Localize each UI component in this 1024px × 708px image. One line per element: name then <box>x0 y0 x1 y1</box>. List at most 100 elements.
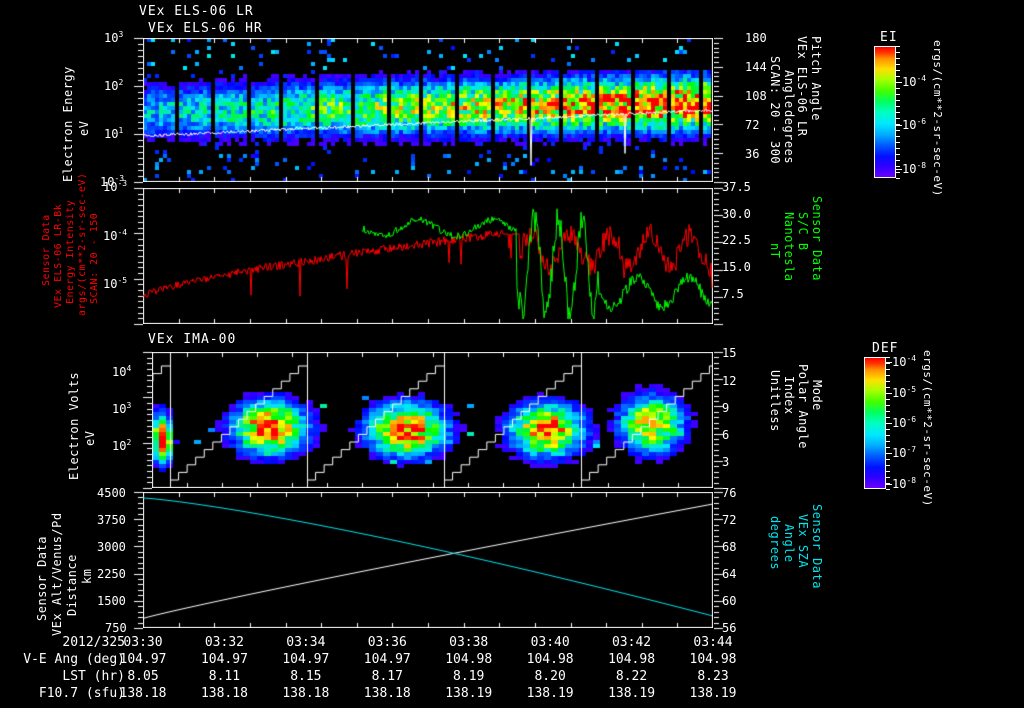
colorbar-def-minor-15 <box>886 447 890 448</box>
panel4-ytick-3000: 3000 <box>97 540 126 554</box>
panel3-left-axis-label-2: eV <box>83 430 97 446</box>
colorbar-def-minor-16 <box>886 453 890 454</box>
info-row-label-0: 2012/325 <box>62 635 125 650</box>
panel2-right-axis-label-3: Nanotesla <box>782 212 796 282</box>
info-cell-r3-c4: 138.19 <box>445 686 493 701</box>
panel1-ytick-10: 101 <box>104 126 124 141</box>
info-cell-r2-c5: 8.20 <box>534 669 566 684</box>
panel2-rtick-75: 7.5 <box>722 287 744 301</box>
panel3-left-axis-label-1: Electron Volts <box>67 371 81 480</box>
colorbar-ei-minor-4 <box>896 70 900 71</box>
panel1-left-axis-label-1: Electron Energy <box>61 66 75 182</box>
panel4-rtick-68: 68 <box>722 540 737 554</box>
panel4-left-axis-label-3: Distance <box>65 554 79 616</box>
panel2-rtick-225: 22.5 <box>722 233 751 247</box>
info-cell-r1-c5: 104.98 <box>526 652 574 667</box>
panel3-ytick-10000: 104 <box>112 364 132 379</box>
colorbar-ei-tick-2: 10-8 <box>902 161 927 176</box>
info-cell-r1-c2: 104.97 <box>282 652 330 667</box>
panel1-rtick-72: 72 <box>745 118 760 132</box>
colorbar-ei-minor-19 <box>896 160 900 161</box>
panel1-left-axis-label-2: eV <box>77 120 91 136</box>
info-cell-r1-c1: 104.97 <box>200 652 248 667</box>
info-cell-r3-c7: 138.19 <box>689 686 737 701</box>
colorbar-def-minor-13 <box>886 435 890 436</box>
info-row-label-1: V-E Ang (deg) <box>23 652 125 667</box>
colorbar-ei-minor-5 <box>896 76 900 77</box>
panel3-plot-area[interactable] <box>140 351 728 501</box>
info-cell-r2-c3: 8.17 <box>371 669 403 684</box>
colorbar-def-minor-12 <box>886 429 890 430</box>
info-cell-r1-c0: 104.97 <box>119 652 167 667</box>
panel2-plot-area[interactable] <box>131 187 728 337</box>
colorbar-def-title: DEF <box>872 341 899 356</box>
colorbar-ei-minor-12 <box>896 118 900 119</box>
colorbar-ei-minor-17 <box>896 148 900 149</box>
info-row-label-3: F10.7 (sfu) <box>38 686 125 701</box>
colorbar-ei-minor-18 <box>896 154 900 155</box>
panel4-right-axis-label-2: VEx SZA <box>796 514 810 569</box>
colorbar-def-minor-1 <box>886 363 890 364</box>
panel1-plot-area[interactable] <box>131 37 728 197</box>
colorbar-def-minor-9 <box>886 411 890 412</box>
colorbar-ei-tick-0: 10-4 <box>902 74 927 89</box>
info-row-label-2: LST (hr) <box>62 669 125 684</box>
panel4-right-axis-label-1: Sensor Data <box>810 504 824 589</box>
colorbar-def-tickmark-0 <box>886 362 892 363</box>
panel4-plot-area[interactable] <box>131 491 728 641</box>
colorbar-def-tick-4: 10-8 <box>892 476 917 491</box>
panel1-right-tick-rail <box>714 37 728 197</box>
panel2-right-tick-rail <box>714 187 728 337</box>
panel3-title: VEx IMA-00 <box>148 332 237 347</box>
panel4-ytick-750: 750 <box>105 621 127 635</box>
info-cell-r2-c2: 8.15 <box>290 669 322 684</box>
panel2-rtick-375: 37.5 <box>722 180 751 194</box>
colorbar-def-tick-3: 10-7 <box>892 445 917 460</box>
colorbar-def-minor-17 <box>886 459 890 460</box>
colorbar-ei-minor-21 <box>896 172 900 173</box>
panel1-ytick-bottom: 10-3 <box>100 174 125 189</box>
panel2-rtick-300: 30.0 <box>722 207 751 221</box>
colorbar-def-minor-20 <box>886 477 890 478</box>
panel4-ytick-3750: 3750 <box>97 513 126 527</box>
colorbar-ei-minor-15 <box>896 136 900 137</box>
colorbar-def-unit: ergs/(cm**2-sr-sec-eV) <box>921 350 934 507</box>
panel4-ytick-2250: 2250 <box>97 567 126 581</box>
colorbar-def-minor-22 <box>886 489 890 490</box>
panel2-right-axis-label-2: S/C B <box>796 212 810 251</box>
colorbar-ei-minor-13 <box>896 124 900 125</box>
info-cell-r0-c5: 03:40 <box>530 635 570 650</box>
colorbar-def-minor-6 <box>886 393 890 394</box>
panel1-left-tick-rail <box>131 37 143 197</box>
colorbar-def-tick-0: 10-4 <box>892 354 917 369</box>
info-cell-r2-c1: 8.11 <box>208 669 241 684</box>
panel2-ytick-1em5: 10-5 <box>103 276 128 291</box>
colorbar-ei-minor-3 <box>896 64 900 65</box>
colorbar-ei-gradient <box>874 46 896 178</box>
panel4-left-axis-label-4: km <box>80 568 94 584</box>
panel2-left-axis-label-5: SCAN: 20 - 150 <box>89 212 100 304</box>
info-cell-r0-c7: 03:44 <box>693 635 733 650</box>
colorbar-def-minor-3 <box>886 375 890 376</box>
panel1-rtick-36: 36 <box>745 147 760 161</box>
panel4-rtick-72: 72 <box>722 513 737 527</box>
colorbar-def-minor-8 <box>886 405 890 406</box>
colorbar-def-minor-4 <box>886 381 890 382</box>
info-cell-r0-c0: 03:30 <box>123 635 163 650</box>
colorbar-ei-minor-6 <box>896 82 900 83</box>
panel2-right-axis-label-4: nT <box>768 243 782 259</box>
colorbar-def-tickmark-4 <box>886 484 892 485</box>
colorbar-def-minor-10 <box>886 417 890 418</box>
panel3-ytick-1000: 103 <box>112 401 132 416</box>
panel1-right-axis-label-4: degrees <box>782 110 796 165</box>
panel4-ytick-1500: 1500 <box>97 594 126 608</box>
panel4-rtick-60: 60 <box>722 594 737 608</box>
colorbar-ei-minor-22 <box>896 178 900 179</box>
colorbar-def-minor-5 <box>886 387 890 388</box>
panel2-left-tick-rail <box>131 187 143 337</box>
colorbar-def-minor-2 <box>886 369 890 370</box>
colorbar-ei-minor-8 <box>896 94 900 95</box>
colorbar-def-tick-2: 10-6 <box>892 415 917 430</box>
panel2-right-axis-label-1: Sensor Data <box>810 196 824 281</box>
